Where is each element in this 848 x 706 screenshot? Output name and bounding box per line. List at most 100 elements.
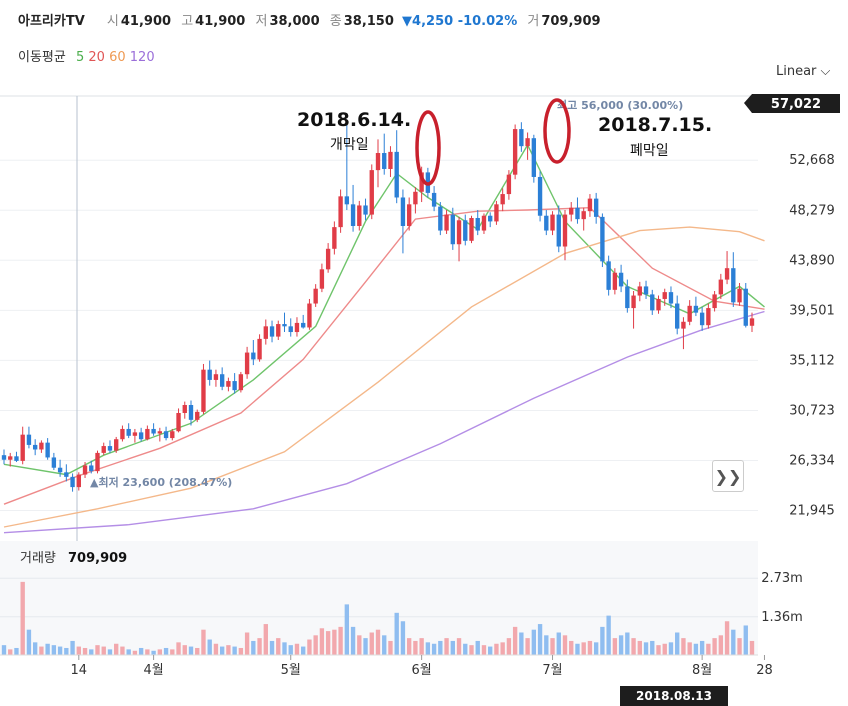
open-day-circle — [415, 110, 441, 186]
candle-body — [170, 431, 175, 439]
volume-bar — [637, 640, 642, 655]
volume-panel-label: 거래량 — [20, 551, 56, 566]
scale-mode-dropdown[interactable]: Linear ⌵ — [776, 64, 830, 79]
candle-body — [712, 294, 717, 309]
price-axis: 52,668 48,279 43,890 39,501 35,112 30,723 26,3… — [789, 153, 835, 518]
volume-bar — [544, 635, 549, 655]
candle-body — [743, 288, 748, 326]
candle-body — [488, 215, 493, 222]
volume-bar — [157, 649, 163, 655]
volume-bar — [176, 642, 181, 655]
volume-bar — [319, 628, 325, 655]
candle-body — [612, 272, 618, 290]
candle-body — [668, 292, 674, 304]
candle-body — [625, 286, 630, 309]
candle-body — [600, 216, 605, 262]
volume-label: 거 — [527, 14, 540, 29]
volume-bar — [170, 649, 175, 655]
candle-body — [257, 338, 262, 360]
candle-body — [618, 272, 624, 287]
volume-bar — [14, 647, 19, 655]
volume-bar — [519, 632, 524, 655]
candle-body — [693, 305, 699, 313]
volume-bar — [463, 643, 468, 655]
candle-body — [163, 431, 169, 439]
high-price-label: 최고 56,000 (30.00%) — [557, 98, 683, 112]
volume-bar — [294, 643, 300, 655]
volume-bars — [1, 581, 755, 655]
volume-bar — [313, 635, 318, 655]
double-chevron-right-icon[interactable]: ❯❯ — [712, 460, 744, 492]
volume-bar — [699, 640, 705, 655]
candle-body — [232, 381, 237, 391]
change-value: ▼4,250 -10.02% — [402, 14, 518, 29]
candle-body — [562, 214, 568, 247]
candle-body — [51, 457, 57, 468]
volume-bar — [394, 612, 399, 655]
volume-bar — [643, 642, 649, 655]
volume-bar — [675, 632, 680, 655]
candle-body — [699, 312, 705, 326]
volume-bar — [718, 635, 724, 655]
volume-bar — [475, 640, 480, 655]
candle-body — [70, 476, 75, 488]
volume-bar — [70, 640, 75, 655]
candle-body — [76, 474, 81, 488]
candle-body — [263, 326, 268, 339]
volume-tick-label: 1.36m — [761, 610, 803, 625]
candle-body — [506, 174, 512, 195]
volume-bar — [600, 626, 605, 655]
volume-bar — [612, 638, 618, 655]
volume-bar — [357, 635, 362, 655]
x-tick-label: 28 — [756, 663, 773, 678]
volume-bar — [375, 629, 381, 655]
open-value: 41,900 — [120, 14, 172, 29]
volume-bar — [406, 638, 412, 655]
volume-bar — [301, 646, 306, 655]
volume-bar — [325, 631, 331, 655]
volume-bar — [706, 643, 711, 655]
volume-bar — [307, 639, 312, 655]
volume-bar — [737, 638, 742, 655]
volume-bar — [556, 632, 561, 655]
ma-legend-20: 20 — [88, 50, 105, 65]
volume-bar — [531, 629, 537, 655]
candle-body — [413, 191, 418, 205]
candle-body — [656, 298, 661, 311]
volume-bar — [525, 638, 530, 655]
candle-body — [475, 218, 480, 231]
volume-bar — [32, 642, 38, 655]
open-text-annotation: 개막일 — [330, 137, 369, 153]
volume-bar — [45, 643, 50, 655]
volume-bar — [276, 638, 281, 655]
volume-bar — [481, 645, 487, 655]
ma20-line — [3, 206, 765, 505]
crosshair-date-label: 2018.08.13 — [620, 686, 728, 706]
volume-bar — [213, 643, 219, 655]
price-tick-label: 35,112 — [789, 353, 835, 368]
candle-body — [581, 211, 586, 220]
volume-bar — [1, 645, 7, 655]
x-tick-label: 8월 — [692, 663, 712, 678]
candle-body — [201, 369, 206, 412]
candle-body — [737, 288, 742, 303]
ma-legend-120: 120 — [129, 50, 155, 65]
high-label: 고 — [181, 14, 194, 29]
candle-body — [637, 286, 642, 296]
x-tick-label: 5월 — [281, 663, 301, 678]
candle-body — [544, 215, 549, 231]
candle-body — [157, 431, 163, 434]
volume-bar — [369, 632, 374, 655]
close-value: 38,150 — [343, 14, 394, 29]
volume-bar — [494, 643, 499, 655]
stock-name: 아프리카TV — [18, 14, 85, 29]
volume-bar — [743, 625, 748, 655]
candle-body — [20, 434, 25, 461]
candle-body — [394, 151, 399, 198]
price-tick-label: 48,279 — [789, 203, 835, 218]
candle-body — [226, 381, 231, 387]
close-date-annotation: 2018.7.15. — [598, 114, 712, 136]
open-label: 시 — [106, 14, 119, 29]
ma-legend[interactable]: 이동평균 5 20 60 120 — [18, 46, 155, 65]
